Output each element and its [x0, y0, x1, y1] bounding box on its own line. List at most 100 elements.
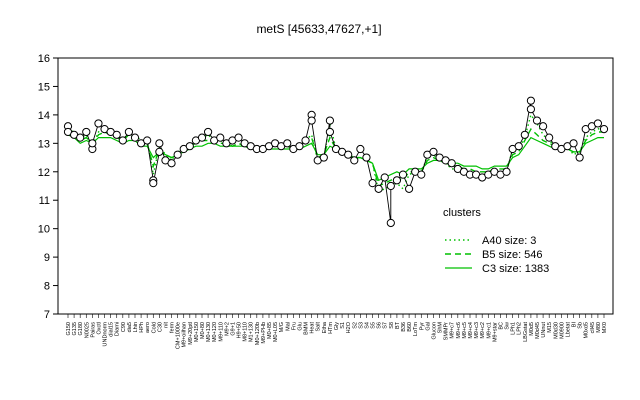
data-point: [82, 127, 91, 137]
x-tick-label: G180: [78, 322, 84, 335]
x-tick-label: dial15: [109, 322, 115, 337]
x-tick-label: M0+150: [194, 322, 200, 342]
data-point: [112, 130, 121, 139]
data-point: [356, 144, 365, 154]
x-tick-label: nit: [163, 322, 169, 328]
data-point: [386, 218, 395, 228]
data-point: [374, 184, 383, 193]
data-point: [404, 184, 414, 193]
data-point: [167, 159, 176, 168]
data-point: [398, 170, 408, 179]
x-tick-label: Pairas: [90, 322, 96, 338]
legend-label: C3 size: 1383: [482, 263, 549, 275]
x-tick-label: Salt: [316, 322, 322, 332]
data-point: [203, 127, 213, 137]
x-tick-label: BT: [395, 321, 401, 329]
x-tick-label: M9+star: [492, 322, 498, 342]
data-point: [380, 173, 389, 182]
data-point: [514, 142, 523, 151]
x-tick-label: Fru: [291, 322, 297, 330]
x-tick-label: C90: [121, 322, 127, 332]
data-point: [143, 136, 152, 145]
x-tick-label: M/G: [279, 322, 285, 332]
x-tick-label: M9+c7: [450, 322, 456, 339]
x-tick-label: M9+20ptl: [188, 322, 194, 345]
x-tick-label: Gal: [425, 322, 431, 331]
x-tick-label: dia5: [127, 322, 133, 332]
x-tick-label: MX0: [602, 322, 608, 333]
x-tick-label: CM+1000e: [176, 322, 182, 349]
y-tick-label: 16: [38, 53, 50, 65]
x-tick-label: S6: [377, 322, 383, 329]
data-point: [362, 153, 371, 162]
data-point: [526, 105, 536, 114]
x-tick-label: UNDnorm: [103, 322, 109, 347]
x-tick-label: N0025: [84, 322, 90, 338]
legend-title: clusters: [443, 207, 481, 219]
x-tick-label: S7: [383, 322, 389, 329]
x-tick-label: M9+c1: [486, 322, 492, 339]
x-tick-label: M0900: [559, 322, 565, 339]
x-tick-label: Diami: [115, 322, 121, 336]
data-point: [417, 170, 426, 179]
data-point: [283, 139, 292, 148]
data-point: [76, 133, 85, 142]
x-tick-label: M9+c4: [468, 322, 474, 339]
x-tick-label: H2O: [346, 321, 352, 333]
y-tick-label: 10: [38, 224, 50, 236]
data-points: [63, 96, 609, 228]
data-line: [67, 100, 605, 224]
x-tick-label: M0+L05: [273, 322, 279, 342]
x-tick-label: M1+130: [249, 322, 255, 342]
x-tick-label: BC: [498, 322, 504, 330]
data-point: [124, 127, 134, 137]
data-point: [197, 133, 207, 142]
data-point: [130, 133, 140, 142]
x-tick-label: B60: [407, 322, 413, 332]
data-point: [447, 159, 456, 168]
data-point: [575, 153, 584, 162]
x-tick-label: LPh1: [511, 322, 517, 335]
cluster-lines: [67, 113, 605, 193]
x-tick-label: LPh2: [517, 322, 523, 335]
legend-label: B5 size: 546: [482, 249, 543, 261]
x-tick-label: S1: [340, 322, 346, 329]
x-tick-label: Pyr: [419, 322, 425, 330]
x-tick-label: SMMPr: [444, 322, 450, 341]
x-tick-label: G135: [72, 322, 78, 335]
data-point: [155, 147, 164, 156]
x-tick-label: S5: [371, 322, 377, 329]
data-point: [118, 136, 127, 145]
data-point: [520, 130, 529, 139]
data-point: [593, 119, 603, 128]
x-tick-label: Mal: [285, 322, 291, 331]
x-tick-label: Gly: [334, 322, 340, 331]
legend: clusters A40 size: 3 B5 size: 546 C3 size:…: [443, 207, 549, 275]
x-tick-label: Glucon: [431, 322, 437, 339]
x-tick-label: M15: [547, 322, 553, 333]
data-point: [429, 147, 438, 156]
x-tick-label: M0+85: [267, 322, 273, 339]
data-point: [234, 133, 243, 142]
x-tick-label: LBGstat: [523, 322, 529, 342]
y-tick-label: 15: [38, 81, 50, 93]
x-tick-label: M0+120: [212, 322, 218, 342]
x-tick-label: C30: [157, 322, 163, 332]
chart-title: metS [45633,47627,+1]: [256, 22, 381, 36]
data-point: [325, 127, 335, 137]
data-point: [185, 142, 194, 151]
data-point: [532, 116, 542, 125]
data-point: [325, 116, 335, 125]
y-tick-label: 13: [38, 138, 50, 150]
x-tick-label: Etha: [322, 321, 328, 333]
data-point: [538, 122, 548, 131]
data-point: [350, 156, 359, 165]
x-tick-label: Oxctl: [96, 322, 102, 335]
x-tick-label: HTm: [328, 322, 334, 334]
y-tick-label: 7: [44, 309, 50, 321]
x-tick-label: M9+c2: [480, 322, 486, 339]
data-point: [569, 139, 578, 148]
x-tick-label: M9+oilhan: [182, 322, 188, 348]
x-tick-label: M9+c3: [474, 322, 480, 339]
y-tick-label: 9: [44, 252, 50, 264]
